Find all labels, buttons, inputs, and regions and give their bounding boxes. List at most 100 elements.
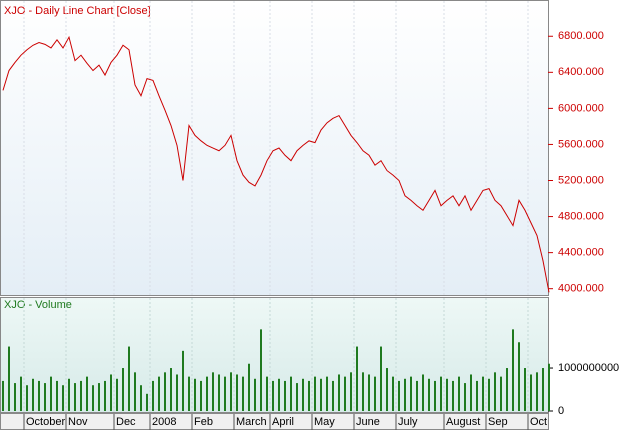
volume-bar <box>278 378 280 411</box>
volume-bar <box>26 385 28 411</box>
volume-bar <box>230 372 232 411</box>
volume-bar <box>338 374 340 411</box>
volume-bar <box>512 329 514 411</box>
y-tick-label: 5600.000 <box>558 138 604 150</box>
volume-bar <box>248 363 250 411</box>
volume-bar <box>476 380 478 411</box>
volume-bar <box>548 363 550 411</box>
volume-bar <box>104 380 106 411</box>
volume-bar <box>188 376 190 411</box>
volume-bar <box>446 378 448 411</box>
volume-bar <box>488 378 490 411</box>
y-tick-label: 1000000000 <box>558 362 619 374</box>
price-panel <box>0 0 549 296</box>
x-tick-label: July <box>398 416 418 428</box>
volume-bar <box>20 376 22 411</box>
volume-bar <box>242 376 244 411</box>
volume-bar <box>200 380 202 411</box>
volume-bar <box>440 376 442 411</box>
volume-bar <box>86 376 88 411</box>
volume-bar <box>428 378 430 411</box>
x-tick-label: Oct <box>530 416 547 428</box>
volume-bar <box>68 378 70 411</box>
volume-bar <box>50 376 52 411</box>
y-tick-label: 6800.000 <box>558 30 604 42</box>
volume-bar <box>224 376 226 411</box>
x-tick-label: Feb <box>194 416 213 428</box>
x-tick-label: October <box>26 416 65 428</box>
volume-bar <box>158 376 160 411</box>
y-tick-label: 6400.000 <box>558 66 604 78</box>
volume-bar <box>350 372 352 411</box>
y-tick-label: 6000.000 <box>558 102 604 114</box>
x-tick-label: March <box>236 416 267 428</box>
volume-bar <box>164 372 166 411</box>
volume-bar <box>410 376 412 411</box>
x-tick-label: August <box>446 416 480 428</box>
volume-bar <box>260 329 262 411</box>
x-tick-label: May <box>314 416 335 428</box>
volume-bar <box>524 368 526 411</box>
volume-bar <box>182 350 184 411</box>
volume-bar <box>140 385 142 411</box>
y-tick-label: 5200.000 <box>558 174 604 186</box>
volume-bar <box>266 376 268 411</box>
volume-bar <box>152 380 154 411</box>
volume-bar <box>506 368 508 411</box>
volume-bar <box>422 374 424 411</box>
volume-bar <box>14 383 16 411</box>
y-tick-label: 4000.000 <box>558 283 604 295</box>
volume-bar <box>194 378 196 411</box>
volume-bar <box>290 376 292 411</box>
volume-bar <box>80 380 82 411</box>
x-tick-label: April <box>272 416 294 428</box>
x-tick-label: Nov <box>68 416 88 428</box>
price-line <box>2 35 550 293</box>
volume-bar <box>8 346 10 411</box>
x-tick-label: Sep <box>488 416 508 428</box>
volume-bar <box>134 372 136 411</box>
volume-bar <box>416 380 418 411</box>
volume-bar <box>536 372 538 411</box>
volume-bar <box>344 376 346 411</box>
y-tick-label: 0 <box>558 405 564 417</box>
x-tick-label: Dec <box>116 416 136 428</box>
volume-bar <box>110 374 112 411</box>
volume-bar <box>464 383 466 411</box>
volume-bar <box>98 383 100 411</box>
volume-bar <box>2 380 4 411</box>
volume-bar <box>380 346 382 411</box>
volume-bar <box>74 383 76 411</box>
volume-bar <box>398 380 400 411</box>
y-tick-label: 4400.000 <box>558 247 604 259</box>
volume-bar <box>56 380 58 411</box>
volume-bar <box>44 383 46 411</box>
volume-bar <box>518 342 520 411</box>
volume-bar <box>272 380 274 411</box>
volume-bar <box>434 380 436 411</box>
volume-bar <box>386 368 388 411</box>
volume-bar <box>452 380 454 411</box>
volume-bar <box>92 385 94 411</box>
volume-bar <box>494 372 496 411</box>
volume-bar <box>470 374 472 411</box>
volume-bar <box>122 368 124 411</box>
volume-title: XJO - Volume <box>4 299 72 311</box>
volume-bar <box>38 380 40 411</box>
volume-panel <box>0 297 549 413</box>
volume-bar <box>458 376 460 411</box>
volume-bar <box>32 378 34 411</box>
volume-bar <box>320 378 322 411</box>
volume-bar <box>218 374 220 411</box>
volume-bar <box>332 380 334 411</box>
volume-bar <box>308 380 310 411</box>
volume-bar <box>356 346 358 411</box>
y-tick-label: 4800.000 <box>558 210 604 222</box>
volume-bar <box>404 378 406 411</box>
volume-bar <box>284 380 286 411</box>
volume-bar <box>296 383 298 411</box>
volume-bar <box>146 393 148 411</box>
volume-bar <box>542 368 544 411</box>
volume-bar <box>302 378 304 411</box>
